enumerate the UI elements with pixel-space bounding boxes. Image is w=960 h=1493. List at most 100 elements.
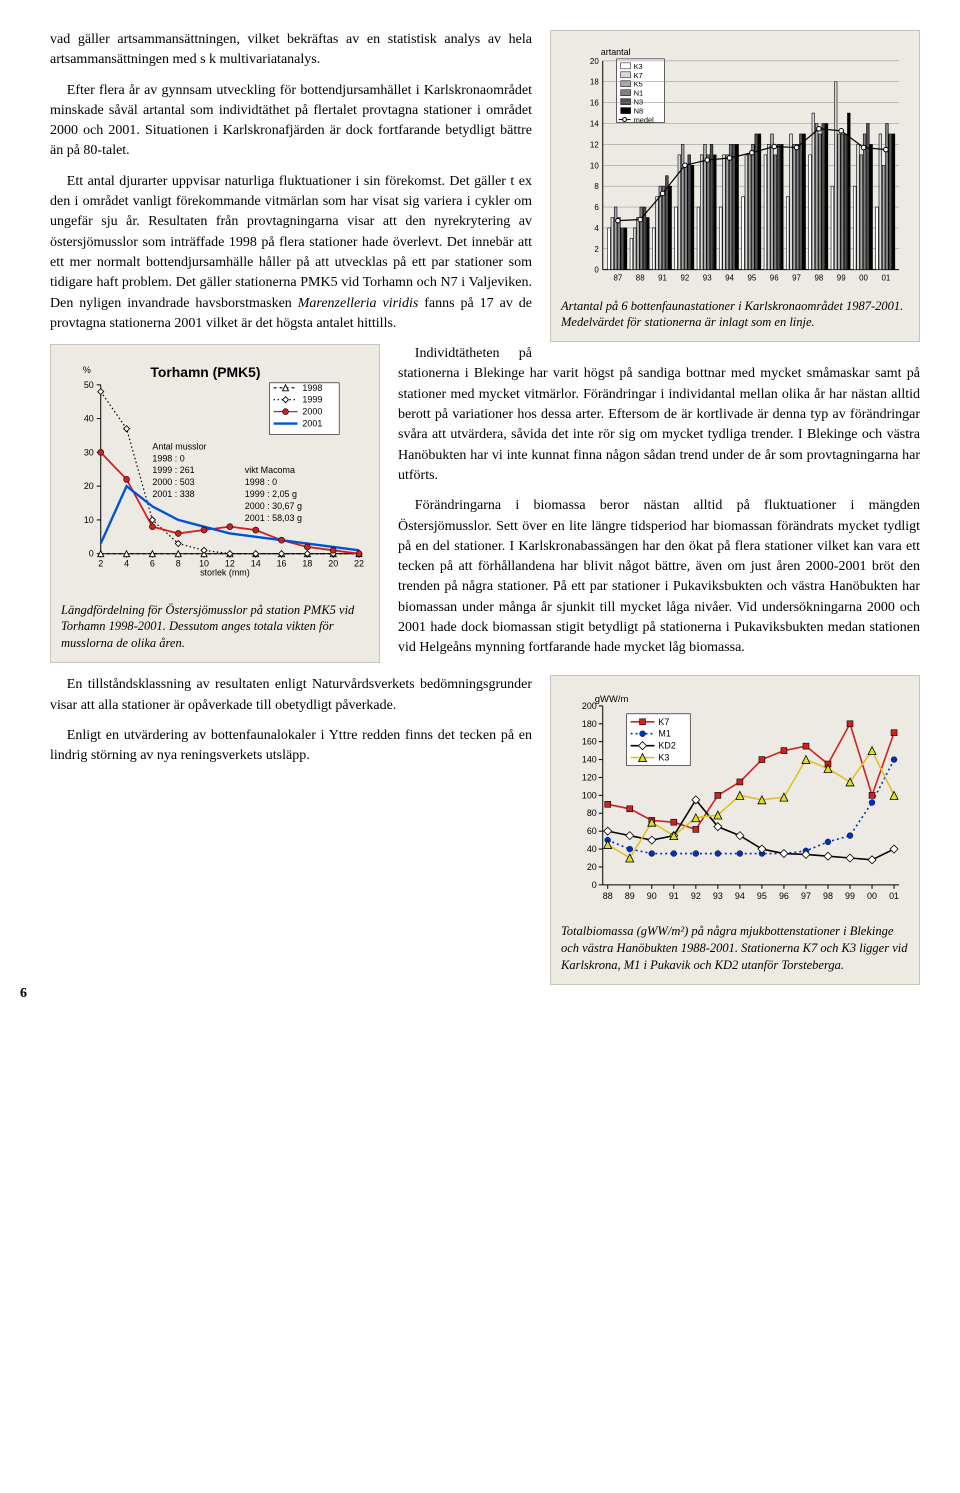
svg-text:96: 96 xyxy=(770,274,779,283)
svg-text:95: 95 xyxy=(757,891,767,901)
chart-torhamn-svg: % Torhamn (PMK5) 01020304050 24681012141… xyxy=(61,355,369,593)
svg-text:92: 92 xyxy=(680,274,689,283)
svg-text:12: 12 xyxy=(590,140,599,149)
svg-text:97: 97 xyxy=(801,891,811,901)
svg-text:16: 16 xyxy=(590,99,599,108)
svg-text:94: 94 xyxy=(725,274,734,283)
svg-text:40: 40 xyxy=(84,414,94,424)
chart2-caption: Längdfördelning för Östersjömusslor på s… xyxy=(61,602,369,653)
svg-text:2000 : 503: 2000 : 503 xyxy=(152,477,194,487)
svg-text:50: 50 xyxy=(84,380,94,390)
svg-text:99: 99 xyxy=(837,274,846,283)
svg-text:medel: medel xyxy=(634,116,655,125)
svg-text:N8: N8 xyxy=(634,107,644,116)
chart1-caption: Artantal på 6 bottenfaunastationer i Kar… xyxy=(561,298,909,332)
para-3a: Ett antal djurarter uppvisar naturliga f… xyxy=(50,174,532,311)
svg-text:4: 4 xyxy=(594,224,599,233)
figure-torhamn: % Torhamn (PMK5) 01020304050 24681012141… xyxy=(50,344,380,663)
svg-text:20: 20 xyxy=(328,559,338,569)
svg-text:1999: 1999 xyxy=(302,395,322,405)
svg-text:1998 : 0: 1998 : 0 xyxy=(152,453,184,463)
svg-text:8: 8 xyxy=(176,559,181,569)
svg-text:K7: K7 xyxy=(658,717,669,727)
svg-text:160: 160 xyxy=(582,737,597,747)
svg-text:2001 : 58,03 g: 2001 : 58,03 g xyxy=(245,513,302,523)
svg-text:80: 80 xyxy=(587,808,597,818)
svg-text:K7: K7 xyxy=(634,71,643,80)
svg-text:10: 10 xyxy=(84,515,94,525)
svg-text:16: 16 xyxy=(277,559,287,569)
svg-text:8: 8 xyxy=(594,182,599,191)
svg-text:97: 97 xyxy=(792,274,801,283)
figure-biomassa: gWW/m 0 20 40 60 80 100 120 140 160 180 200 88 89 90… xyxy=(550,675,920,984)
svg-text:01: 01 xyxy=(889,891,899,901)
svg-text:2: 2 xyxy=(98,559,103,569)
svg-text:vikt Macoma: vikt Macoma xyxy=(245,465,295,475)
svg-text:88: 88 xyxy=(603,891,613,901)
svg-text:0: 0 xyxy=(594,266,599,275)
svg-text:K3: K3 xyxy=(634,62,643,71)
svg-text:6: 6 xyxy=(150,559,155,569)
svg-text:94: 94 xyxy=(735,891,745,901)
svg-text:93: 93 xyxy=(703,274,712,283)
svg-text:120: 120 xyxy=(582,773,597,783)
svg-text:98: 98 xyxy=(814,274,823,283)
svg-text:90: 90 xyxy=(647,891,657,901)
svg-text:1998: 1998 xyxy=(302,383,322,393)
chart-biomass-svg: gWW/m 0 20 40 60 80 100 120 140 160 180 200 88 89 90… xyxy=(561,686,909,915)
svg-text:N3: N3 xyxy=(634,98,644,107)
svg-text:0: 0 xyxy=(592,880,597,890)
svg-text:98: 98 xyxy=(823,891,833,901)
svg-text:91: 91 xyxy=(669,891,679,901)
svg-text:2: 2 xyxy=(594,245,599,254)
chart1-ytitle: artantal xyxy=(601,47,631,57)
svg-text:88: 88 xyxy=(636,274,645,283)
chart-artantal-svg: artantal K3K7K5N1N3N8medel 0 2 4 6 8 10 12 14 16… xyxy=(561,41,909,290)
chart3-caption: Totalbiomassa (gWW/m²) på några mjukbott… xyxy=(561,923,909,974)
svg-text:18: 18 xyxy=(590,78,599,87)
svg-text:95: 95 xyxy=(747,274,756,283)
svg-text:22: 22 xyxy=(354,559,364,569)
svg-text:30: 30 xyxy=(84,447,94,457)
svg-text:00: 00 xyxy=(859,274,868,283)
svg-text:2000 : 30,67 g: 2000 : 30,67 g xyxy=(245,501,302,511)
svg-text:K5: K5 xyxy=(634,80,643,89)
svg-text:200: 200 xyxy=(582,701,597,711)
svg-text:10: 10 xyxy=(590,161,599,170)
svg-text:20: 20 xyxy=(84,481,94,491)
svg-text:87: 87 xyxy=(613,274,622,283)
svg-text:%: % xyxy=(83,365,91,375)
svg-text:14: 14 xyxy=(251,559,261,569)
svg-text:2000: 2000 xyxy=(302,407,322,417)
chart3-ytitle: gWW/m xyxy=(595,694,629,705)
chart2-xlabel: storlek (mm) xyxy=(200,568,250,578)
svg-text:Antal musslor: Antal musslor xyxy=(152,442,206,452)
species-name: Marenzelleria viridis xyxy=(298,296,419,311)
svg-text:99: 99 xyxy=(845,891,855,901)
svg-text:100: 100 xyxy=(582,791,597,801)
svg-text:6: 6 xyxy=(594,203,599,212)
svg-text:14: 14 xyxy=(590,120,599,129)
svg-text:M1: M1 xyxy=(658,729,670,739)
svg-text:K3: K3 xyxy=(658,753,669,763)
svg-text:1998 : 0: 1998 : 0 xyxy=(245,477,277,487)
svg-text:N1: N1 xyxy=(634,89,644,98)
svg-text:96: 96 xyxy=(779,891,789,901)
svg-text:89: 89 xyxy=(625,891,635,901)
svg-text:91: 91 xyxy=(658,274,667,283)
svg-text:2001 : 338: 2001 : 338 xyxy=(152,489,194,499)
svg-text:140: 140 xyxy=(582,755,597,765)
svg-text:40: 40 xyxy=(587,844,597,854)
svg-text:KD2: KD2 xyxy=(658,741,675,751)
svg-text:18: 18 xyxy=(302,559,312,569)
svg-text:01: 01 xyxy=(881,274,890,283)
svg-text:20: 20 xyxy=(590,57,599,66)
svg-text:180: 180 xyxy=(582,719,597,729)
svg-text:2001: 2001 xyxy=(302,419,322,429)
svg-text:20: 20 xyxy=(587,862,597,872)
svg-text:4: 4 xyxy=(124,559,129,569)
svg-text:60: 60 xyxy=(587,826,597,836)
svg-text:1999 : 261: 1999 : 261 xyxy=(152,465,194,475)
page-number: 6 xyxy=(20,984,27,1004)
svg-text:0: 0 xyxy=(89,549,94,559)
